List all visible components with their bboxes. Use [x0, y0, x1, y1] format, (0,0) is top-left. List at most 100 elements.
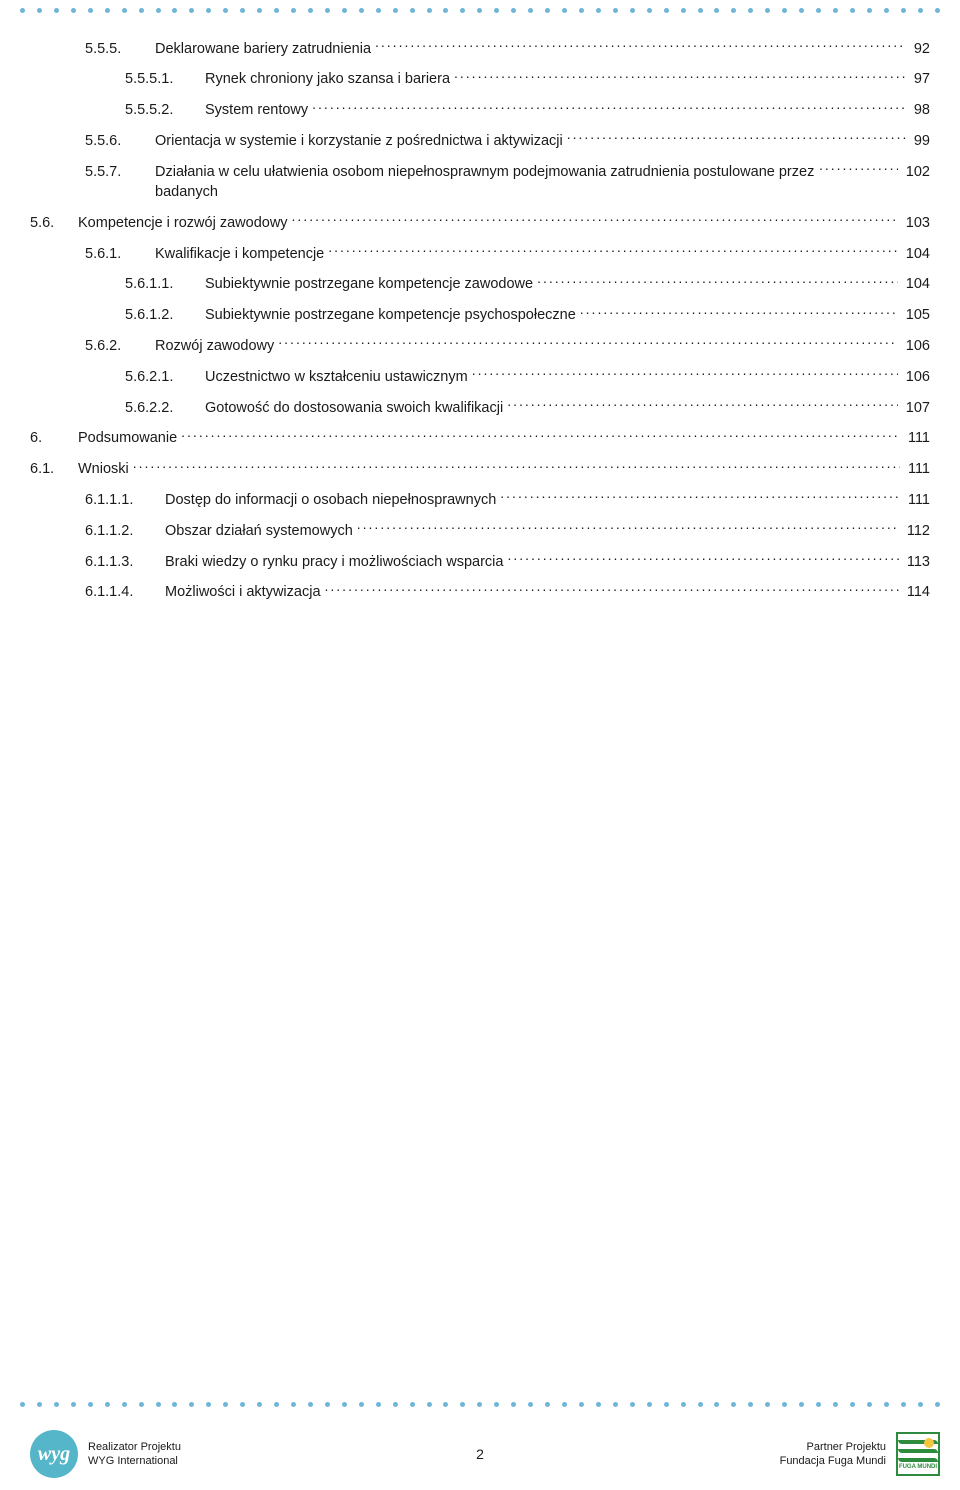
toc-page: 103	[902, 213, 930, 233]
toc-leader-dots	[472, 366, 898, 381]
toc-entry: 6.1.1.3.Braki wiedzy o rynku pracy i moż…	[30, 551, 930, 572]
toc-title: Możliwości i aktywizacja	[165, 582, 321, 602]
toc-entry: 5.6.Kompetencje i rozwój zawodowy 103	[30, 212, 930, 233]
toc-leader-dots	[375, 38, 906, 53]
toc-page: 99	[910, 131, 930, 151]
toc-leader-dots	[819, 161, 898, 176]
toc-title: Gotowość do dostosowania swoich kwalifik…	[205, 398, 503, 418]
toc-page: 106	[902, 336, 930, 356]
footer-right-line1: Partner Projektu	[780, 1440, 886, 1454]
footer-right-block: Partner Projektu Fundacja Fuga Mundi FUG…	[780, 1432, 940, 1476]
toc-number: 5.6.1.1.	[125, 274, 205, 294]
toc-entry: 6.Podsumowanie 111	[30, 428, 930, 449]
footer-left-line1: Realizator Projektu	[88, 1440, 181, 1454]
toc-leader-dots	[567, 130, 906, 145]
footer-right-text: Partner Projektu Fundacja Fuga Mundi	[780, 1440, 886, 1469]
toc-leader-dots	[580, 305, 898, 320]
toc-leader-dots	[454, 69, 906, 84]
toc-number: 5.6.2.1.	[125, 367, 205, 387]
toc-number: 5.6.1.	[85, 244, 155, 264]
toc-entry: 5.6.2.Rozwój zawodowy 106	[30, 335, 930, 356]
bottom-dotted-border	[20, 1402, 940, 1407]
toc-title: Orientacja w systemie i korzystanie z po…	[155, 131, 563, 151]
toc-page: 105	[902, 305, 930, 325]
toc-leader-dots	[133, 459, 900, 474]
page-footer: wyg Realizator Projektu WYG Internationa…	[30, 1430, 940, 1478]
footer-left-text: Realizator Projektu WYG International	[88, 1440, 181, 1469]
fuga-sun-icon	[924, 1438, 934, 1448]
table-of-contents: 5.5.5.Deklarowane bariery zatrudnienia 92…	[30, 38, 930, 613]
footer-left-line2: WYG International	[88, 1454, 181, 1468]
toc-entry: 5.6.2.1.Uczestnictwo w kształceniu ustaw…	[30, 366, 930, 387]
toc-title: Uczestnictwo w kształceniu ustawicznym	[205, 367, 468, 387]
toc-leader-dots	[325, 582, 899, 597]
toc-page: 111	[904, 428, 930, 448]
toc-entry: 5.5.6.Orientacja w systemie i korzystani…	[30, 130, 930, 151]
toc-page: 104	[902, 244, 930, 264]
toc-title: System rentowy	[205, 100, 308, 120]
toc-leader-dots	[500, 489, 900, 504]
toc-entry: 6.1.1.4.Możliwości i aktywizacja114	[30, 582, 930, 603]
toc-number: 6.1.1.4.	[85, 582, 165, 602]
toc-page: 92	[910, 39, 930, 59]
toc-page: 107	[902, 398, 930, 418]
toc-title: Podsumowanie	[78, 428, 177, 448]
toc-number: 5.5.5.	[85, 39, 155, 59]
toc-page: 111	[904, 459, 930, 479]
toc-number: 5.6.2.2.	[125, 398, 205, 418]
toc-leader-dots	[507, 551, 898, 566]
toc-page: 98	[910, 100, 930, 120]
toc-title: Obszar działań systemowych	[165, 521, 353, 541]
toc-leader-dots	[181, 428, 900, 443]
fuga-mundi-logo-icon: FUGA MUNDI	[896, 1432, 940, 1476]
toc-title: Działania w celu ułatwienia osobom niepe…	[155, 162, 815, 203]
toc-title: Wnioski	[78, 459, 129, 479]
toc-entry: 5.5.5.2.System rentowy 98	[30, 100, 930, 121]
toc-title: Dostęp do informacji o osobach niepełnos…	[165, 490, 496, 510]
toc-number: 5.5.6.	[85, 131, 155, 151]
toc-title: Subiektywnie postrzegane kompetencje zaw…	[205, 274, 533, 294]
toc-leader-dots	[292, 212, 898, 227]
footer-right-line2: Fundacja Fuga Mundi	[780, 1454, 886, 1468]
toc-number: 6.1.	[30, 459, 78, 479]
toc-title: Rozwój zawodowy	[155, 336, 274, 356]
toc-entry: 5.5.7.Działania w celu ułatwienia osobom…	[30, 161, 930, 202]
toc-number: 5.5.5.1.	[125, 69, 205, 89]
toc-entry: 5.5.5.1.Rynek chroniony jako szansa i ba…	[30, 69, 930, 90]
toc-page: 112	[903, 521, 930, 541]
toc-title: Kompetencje i rozwój zawodowy	[78, 213, 288, 233]
toc-leader-dots	[537, 274, 898, 289]
toc-number: 6.	[30, 428, 78, 448]
footer-left-block: wyg Realizator Projektu WYG Internationa…	[30, 1430, 181, 1478]
toc-page: 111	[904, 490, 930, 510]
toc-entry: 5.6.2.2.Gotowość do dostosowania swoich …	[30, 397, 930, 418]
toc-number: 6.1.1.2.	[85, 521, 165, 541]
toc-entry: 6.1.Wnioski 111	[30, 459, 930, 480]
toc-title: Kwalifikacje i kompetencje	[155, 244, 324, 264]
toc-page: 106	[902, 367, 930, 387]
toc-entry: 5.6.1.1.Subiektywnie postrzegane kompete…	[30, 274, 930, 295]
toc-entry: 5.5.5.Deklarowane bariery zatrudnienia 92	[30, 38, 930, 59]
toc-page: 104	[902, 274, 930, 294]
toc-number: 6.1.1.1.	[85, 490, 165, 510]
toc-title: Deklarowane bariery zatrudnienia	[155, 39, 371, 59]
toc-page: 97	[910, 69, 930, 89]
toc-title: Rynek chroniony jako szansa i bariera	[205, 69, 450, 89]
toc-number: 5.6.1.2.	[125, 305, 205, 325]
toc-entry: 5.6.1.Kwalifikacje i kompetencje 104	[30, 243, 930, 264]
wyg-logo-icon: wyg	[30, 1430, 78, 1478]
toc-leader-dots	[507, 397, 898, 412]
toc-number: 5.5.5.2.	[125, 100, 205, 120]
toc-number: 6.1.1.3.	[85, 552, 165, 572]
toc-page: 102	[902, 162, 930, 182]
toc-entry: 5.6.1.2.Subiektywnie postrzegane kompete…	[30, 305, 930, 326]
toc-leader-dots	[328, 243, 898, 258]
fuga-logo-text: FUGA MUNDI	[899, 1464, 937, 1470]
toc-leader-dots	[312, 100, 906, 115]
toc-title: Braki wiedzy o rynku pracy i możliwościa…	[165, 552, 503, 572]
toc-number: 5.6.2.	[85, 336, 155, 356]
toc-number: 5.6.	[30, 213, 78, 233]
toc-number: 5.5.7.	[85, 162, 155, 182]
toc-page: 113	[903, 552, 930, 572]
toc-title: Subiektywnie postrzegane kompetencje psy…	[205, 305, 576, 325]
